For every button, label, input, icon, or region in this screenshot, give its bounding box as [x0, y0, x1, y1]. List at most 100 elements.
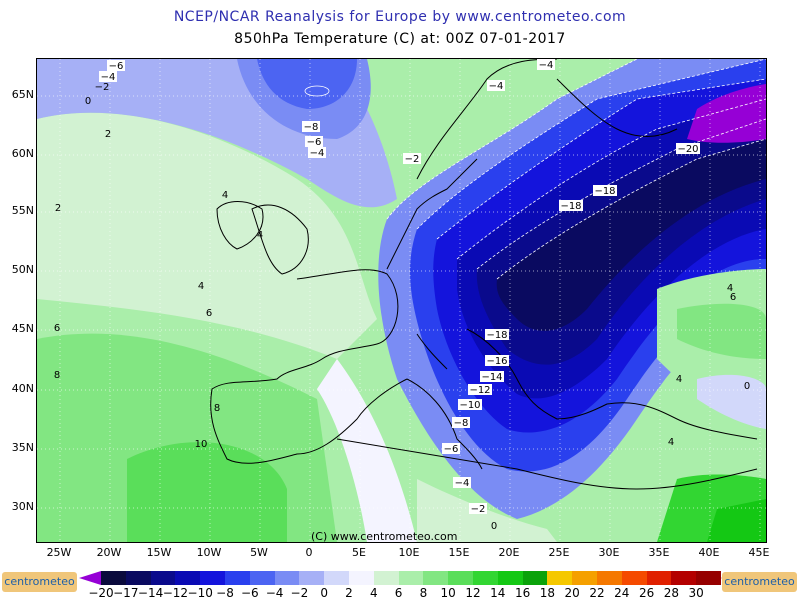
legend-swatch	[349, 571, 375, 585]
isotherm-label-text: 4	[727, 283, 733, 294]
isotherm-label-text: 8	[54, 370, 60, 381]
lat-label: 35N	[11, 441, 34, 454]
legend-label: 10	[440, 586, 456, 600]
chart-subtitle: 850hPa Temperature (C) at: 00Z 07-01-201…	[234, 31, 566, 47]
lon-label: 20W	[96, 546, 122, 559]
zone-east-warmer	[677, 303, 766, 359]
isotherm-label: 0	[85, 96, 91, 107]
isotherm-label-text: 0	[85, 96, 91, 107]
isotherm-label-text: 0	[491, 521, 497, 532]
isotherm-label-text: 4	[257, 230, 263, 241]
lon-label: 15W	[146, 546, 172, 559]
isotherm-label: −6	[107, 60, 125, 72]
lon-label: 45E	[748, 546, 770, 559]
lon-label: 30E	[598, 546, 620, 559]
small-contour	[304, 85, 330, 97]
isotherm-label-text: −4	[489, 81, 504, 92]
isotherm-label: −20	[676, 143, 700, 155]
isotherm-label: 6	[730, 292, 736, 303]
lon-label: 35E	[648, 546, 670, 559]
isotherm-label: −14	[480, 371, 504, 383]
isotherm-label: −2	[95, 82, 110, 93]
zone-east-cool	[697, 374, 766, 429]
legend-swatch	[547, 571, 573, 585]
isotherm-label-text: −2	[405, 154, 420, 165]
zone-8-10	[127, 442, 287, 542]
isotherm-label-text: 8	[214, 403, 220, 414]
legend-swatch	[299, 571, 325, 585]
isotherm-label-text: 2	[105, 129, 111, 140]
isotherm-label: −6	[305, 136, 323, 148]
isotherm-label: −2	[469, 503, 487, 515]
legend-label: −8	[216, 586, 234, 600]
legend-label: 24	[614, 586, 630, 600]
legend-label: 12	[465, 586, 481, 600]
zone-zero-line	[317, 359, 417, 542]
lon-label: 25W	[46, 546, 72, 559]
logo-right: centrometeo	[722, 572, 797, 592]
isotherm-label-text: −8	[304, 122, 319, 133]
legend-swatch	[225, 571, 251, 585]
legend-label: 14	[490, 586, 506, 600]
isotherm-label: 6	[54, 323, 60, 334]
legend-swatch	[448, 571, 474, 585]
isotherm-label-text: −20	[677, 144, 698, 155]
isotherms	[386, 59, 766, 280]
isotherm-label-text: −18	[594, 186, 615, 197]
legend-swatch	[175, 571, 201, 585]
isotherm-label: −8	[452, 417, 470, 429]
legend-swatch	[696, 571, 722, 585]
isotherm-label-text: −10	[459, 400, 480, 411]
isotherm-label-text: 2	[55, 203, 61, 214]
coastlines	[210, 59, 758, 490]
legend-label: −6	[240, 586, 259, 600]
legend-swatch	[621, 571, 648, 585]
isotherm-label: 4	[727, 283, 733, 294]
isotherm-label-text: 6	[730, 292, 736, 303]
legend-label: −10	[187, 586, 213, 600]
isotherm-label: 4	[676, 374, 682, 385]
isotherm-label-text: 4	[676, 374, 682, 385]
isotherm-label-text: −8	[454, 418, 469, 429]
isotherm-label: −4	[99, 71, 117, 83]
lat-label: 50N	[11, 263, 34, 276]
isotherm-label: 0	[491, 521, 497, 532]
legend-label: −12	[162, 586, 189, 600]
copyright-text: (C) www.centrometeo.com	[311, 530, 458, 543]
chart-title: NCEP/NCAR Reanalysis for Europe by www.c…	[173, 9, 627, 25]
legend-label: −4	[265, 586, 284, 600]
isotherm-label: 2	[105, 129, 111, 140]
lat-label: 30N	[11, 500, 34, 513]
zone-2-4	[37, 112, 377, 359]
legend-label: 0	[320, 586, 328, 600]
isotherm-label-text: 0	[744, 381, 750, 392]
legend-arrow-left	[79, 571, 101, 585]
legend-label: 4	[369, 586, 378, 600]
isotherm-label: −10	[458, 399, 482, 411]
lon-label: 10W	[196, 546, 222, 559]
legend-label: 6	[394, 586, 403, 600]
legend-label: 8	[419, 586, 428, 600]
legend-swatch	[125, 571, 152, 585]
temperature-map: −6 −4 −2 0 −8 −6 −4 −2 −4 −4 2 2 4 4 4 6…	[36, 58, 767, 543]
legend-swatch	[398, 571, 424, 585]
isotherm-label-text: −4	[101, 72, 116, 83]
isotherm-label: −18	[593, 185, 617, 197]
isotherm-label: −2	[403, 153, 421, 165]
isotherm-label: −18	[485, 329, 509, 341]
legend-label: 28	[663, 586, 680, 600]
isotherm-label-text: −18	[486, 330, 507, 341]
isotherm-label: −4	[487, 80, 505, 92]
isotherm-label-text: −4	[310, 148, 325, 159]
isotherm-label: 2	[55, 203, 61, 214]
isotherm-labels: −6 −4 −2 0 −8 −6 −4 −2 −4 −4 2 2 4 4 4 6…	[54, 59, 750, 532]
lon-label: 5E	[352, 546, 366, 559]
lat-label: 45N	[11, 322, 34, 335]
zone-neg6	[257, 59, 357, 109]
legend-swatch	[671, 571, 697, 585]
isotherm-label: 4	[198, 281, 204, 292]
zone-neg20	[687, 84, 766, 143]
isotherm-label-text: 4	[222, 190, 228, 201]
legend-swatch	[200, 571, 226, 585]
legend-label: 26	[638, 586, 655, 600]
